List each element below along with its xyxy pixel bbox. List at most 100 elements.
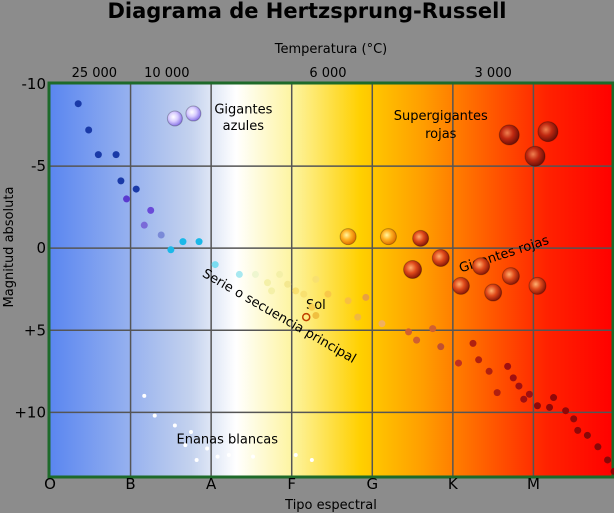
star-point xyxy=(251,270,259,278)
star-point xyxy=(528,276,547,295)
spectral-tick-label: A xyxy=(206,475,217,493)
star-point xyxy=(354,313,362,321)
star-point xyxy=(147,206,155,214)
temperature-tick-label: 25 000 xyxy=(72,66,118,81)
star-point xyxy=(179,238,187,246)
star-point xyxy=(117,177,125,185)
star-point xyxy=(412,229,430,247)
spectral-tick-label: M xyxy=(527,475,540,493)
star-point xyxy=(309,457,314,462)
star-point xyxy=(312,311,320,319)
star-point xyxy=(157,231,165,239)
star-point xyxy=(520,395,528,403)
star-point xyxy=(268,287,276,295)
annotation-white-dwarfs: Enanas blancas xyxy=(177,433,279,448)
star-point xyxy=(142,393,147,398)
star-point xyxy=(226,453,231,458)
star-point xyxy=(205,446,210,451)
star-point xyxy=(264,279,272,287)
star-point xyxy=(498,124,520,146)
star-point xyxy=(570,415,578,423)
star-point xyxy=(546,403,554,411)
star-point xyxy=(413,336,421,344)
annotation-supergiants-2: rojas xyxy=(425,127,457,142)
star-point xyxy=(604,456,612,464)
plot-frame xyxy=(47,81,614,479)
star-point xyxy=(509,374,517,382)
star-point xyxy=(610,467,614,475)
magnitude-tick-label: +10 xyxy=(14,403,46,421)
star-point xyxy=(167,246,175,254)
star-point xyxy=(583,431,591,439)
magnitude-tick-label: -5 xyxy=(31,157,46,175)
star-point xyxy=(562,407,570,415)
data-points xyxy=(74,100,614,475)
star-point xyxy=(525,390,533,398)
star-point xyxy=(429,325,437,333)
star-point xyxy=(451,276,470,295)
star-point xyxy=(211,261,219,269)
star-point xyxy=(140,221,148,229)
magnitude-axis-label: Magnitud absoluta xyxy=(2,187,17,308)
star-point xyxy=(405,328,413,336)
star-point xyxy=(152,413,157,418)
star-point xyxy=(379,228,397,246)
star-point xyxy=(504,362,512,370)
star-point xyxy=(132,185,140,193)
star-point xyxy=(472,257,491,276)
magnitude-tick-label: +5 xyxy=(24,321,46,339)
star-point xyxy=(437,343,445,351)
star-point xyxy=(235,270,243,278)
star-point xyxy=(533,402,541,410)
star-point xyxy=(403,260,423,280)
spectral-axis-label: Tipo espectral xyxy=(284,498,377,513)
star-point xyxy=(189,430,193,435)
star-point xyxy=(194,457,199,462)
temperature-tick-label: 3 000 xyxy=(475,66,512,81)
star-point xyxy=(550,394,558,402)
star-point xyxy=(112,151,120,159)
star-point xyxy=(251,454,256,459)
spectral-tick-label: O xyxy=(44,475,56,493)
star-point xyxy=(94,151,102,159)
star-point xyxy=(515,382,523,390)
spectral-tick-label: B xyxy=(125,475,135,493)
star-point xyxy=(378,320,386,328)
star-point xyxy=(594,443,602,451)
star-point xyxy=(85,126,93,134)
magnitude-tick-label: -10 xyxy=(22,75,47,93)
star-point xyxy=(215,454,220,459)
star-point xyxy=(300,290,308,298)
star-point xyxy=(501,267,520,286)
star-point xyxy=(276,270,284,278)
annotation-blue-giants-1: Gigantes xyxy=(214,103,272,118)
temperature-axis-label: Temperatura (°C) xyxy=(274,42,387,57)
spectral-tick-label: G xyxy=(366,475,378,493)
star-point xyxy=(484,283,503,302)
star-point xyxy=(166,110,183,127)
plot-background xyxy=(50,84,614,478)
star-point xyxy=(312,275,320,283)
star-point xyxy=(292,287,300,295)
star-point xyxy=(308,303,316,311)
tick-labels: O B A F G K M 25 000 10 000 6 000 3 000 -10 -5 0 +5 +10 xyxy=(14,66,540,493)
star-point xyxy=(475,356,483,364)
star-point xyxy=(172,423,177,428)
star-point xyxy=(454,359,462,367)
star-point xyxy=(339,228,357,246)
star-point xyxy=(284,280,292,288)
magnitude-tick-label: 0 xyxy=(36,239,46,257)
star-point xyxy=(74,100,82,108)
star-point xyxy=(324,290,332,298)
annotation-blue-giants-2: azules xyxy=(223,119,265,134)
star-point xyxy=(485,367,493,375)
star-point xyxy=(431,249,450,268)
star-point xyxy=(574,426,582,434)
chart-title: Diagrama de Hertzsprung-Russell xyxy=(107,0,506,23)
temperature-tick-label: 6 000 xyxy=(309,66,346,81)
star-point xyxy=(344,297,352,305)
star-point xyxy=(537,121,559,143)
sun-marker xyxy=(301,312,311,322)
star-point xyxy=(183,443,188,448)
